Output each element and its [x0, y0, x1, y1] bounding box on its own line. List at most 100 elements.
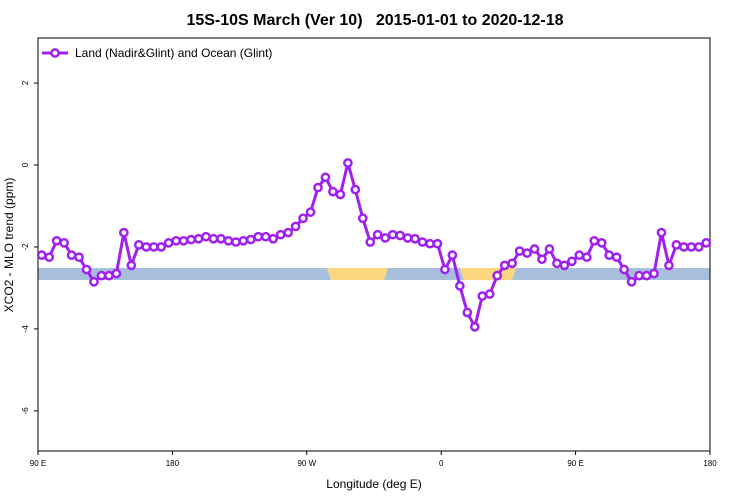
data-point	[283, 227, 293, 238]
legend-label: Land (Nadir&Glint) and Ocean (Glint)	[75, 46, 272, 60]
data-point	[559, 260, 570, 271]
data-point	[656, 227, 667, 238]
data-point	[567, 256, 577, 267]
data-point	[432, 238, 443, 249]
data-point	[148, 242, 159, 252]
data-point	[507, 258, 517, 269]
data-point	[477, 291, 488, 301]
data-point	[462, 307, 473, 318]
ocean-band	[384, 268, 464, 280]
y-tick-label: -4	[21, 325, 30, 333]
land-band	[327, 268, 388, 280]
data-point	[74, 252, 84, 263]
data-point	[574, 250, 585, 261]
x-tick-label: 90 E	[567, 459, 583, 468]
data-point	[492, 270, 503, 281]
data-point	[290, 221, 301, 232]
data-point	[89, 276, 99, 287]
data-point	[604, 250, 615, 261]
data-point	[626, 276, 637, 287]
legend-marker	[50, 48, 60, 58]
data-point	[275, 229, 286, 240]
data-point	[529, 244, 540, 254]
data-point	[425, 238, 435, 249]
data-point	[365, 237, 376, 247]
data-point	[305, 207, 316, 217]
data-point	[313, 182, 323, 193]
land-band	[460, 268, 516, 280]
y-tick-label: -2	[21, 243, 30, 251]
data-point	[484, 289, 495, 299]
data-point	[141, 242, 152, 252]
data-point	[96, 270, 107, 281]
data-point	[589, 235, 600, 246]
data-point	[223, 235, 234, 246]
data-point	[260, 231, 271, 242]
data-point	[163, 238, 174, 248]
data-point	[410, 233, 420, 244]
data-point	[298, 213, 308, 224]
data-point	[455, 281, 465, 291]
data-point	[238, 235, 249, 246]
data-point	[693, 242, 704, 252]
data-point	[552, 258, 562, 269]
data-point	[671, 240, 682, 250]
data-point	[320, 172, 331, 183]
data-point	[51, 235, 62, 246]
data-point	[104, 270, 114, 281]
data-point	[66, 250, 77, 261]
data-point	[544, 244, 555, 254]
data-point	[664, 260, 674, 271]
data-point	[440, 264, 450, 275]
data-point	[133, 240, 144, 250]
y-tick-label: 2	[21, 80, 30, 85]
x-tick-label: 180	[166, 459, 180, 468]
data-point	[514, 246, 525, 256]
data-point	[447, 250, 458, 261]
data-point	[119, 227, 129, 238]
x-tick-label: 180	[703, 459, 717, 468]
data-point	[611, 252, 622, 263]
data-point	[522, 248, 532, 258]
data-point	[186, 234, 196, 245]
data-point	[649, 268, 659, 279]
data-point	[36, 250, 47, 261]
data-point	[701, 238, 712, 248]
data-point	[641, 270, 652, 281]
data-point	[387, 229, 398, 240]
data-point	[499, 260, 510, 271]
data-point	[686, 242, 697, 252]
data-point	[126, 260, 137, 271]
data-point	[335, 189, 346, 200]
data-point	[679, 242, 689, 252]
x-axis-label: Longitude (deg E)	[326, 477, 421, 491]
chart-title: 15S-10S March (Ver 10) 2015-01-01 to 202…	[186, 12, 563, 29]
data-point	[268, 233, 279, 244]
data-point	[44, 252, 55, 263]
data-point	[328, 186, 338, 197]
data-point	[59, 238, 69, 248]
x-tick-label: 90 E	[30, 459, 46, 468]
data-point	[417, 237, 428, 247]
data-point	[619, 264, 629, 275]
data-point	[111, 268, 122, 279]
data-point	[208, 233, 219, 244]
data-point	[81, 264, 92, 275]
data-point	[343, 158, 353, 168]
data-point	[193, 233, 204, 244]
data-point	[402, 233, 413, 243]
data-point	[231, 237, 241, 247]
data-point	[245, 234, 256, 245]
data-point	[634, 270, 644, 281]
y-tick-label: 0	[21, 162, 30, 167]
data-point	[380, 233, 391, 243]
x-tick-label: 90 W	[297, 459, 316, 468]
data-point	[253, 231, 264, 242]
data-point	[596, 238, 607, 248]
data-point	[178, 235, 189, 246]
data-point	[171, 235, 181, 246]
data-point	[581, 252, 592, 263]
data-point	[216, 233, 226, 244]
